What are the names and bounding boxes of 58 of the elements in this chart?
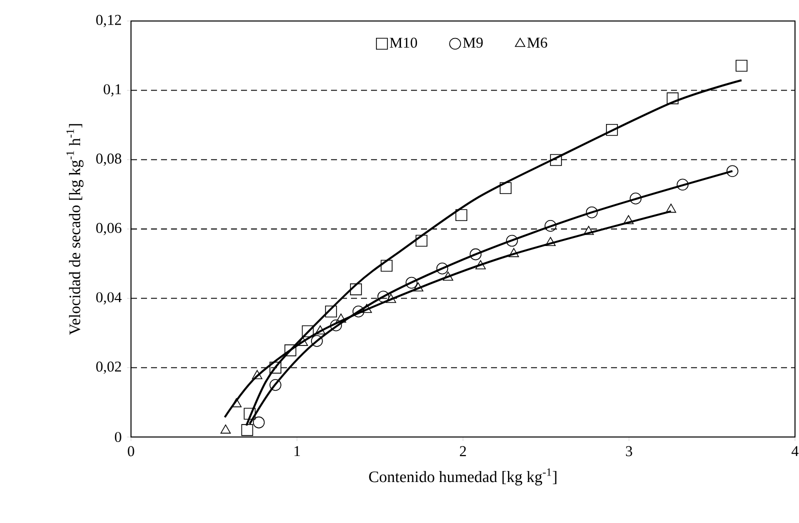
point — [315, 325, 326, 334]
y-tick-label: 0,08 — [96, 154, 122, 166]
point — [666, 204, 676, 213]
point — [325, 306, 337, 318]
y-tick-label: 0,1 — [104, 84, 121, 96]
x-axis-title: Contenido humedad [kg kg$^{-1}$] — [369, 468, 556, 486]
point — [623, 215, 634, 224]
point — [736, 60, 748, 72]
point — [241, 424, 254, 436]
x-tick-label: 1 — [294, 446, 300, 456]
point — [545, 236, 556, 246]
point — [475, 260, 486, 270]
point — [377, 290, 390, 302]
x-tick-label: 3 — [626, 446, 632, 456]
point — [284, 344, 296, 356]
point — [606, 124, 618, 136]
legend-label: M10 — [390, 38, 418, 48]
legend-label: M9 — [463, 38, 483, 48]
point — [630, 192, 642, 204]
point — [231, 398, 242, 408]
point — [544, 220, 556, 232]
point — [436, 262, 448, 274]
point — [350, 283, 362, 296]
point — [270, 379, 282, 391]
legend-label: M6 — [527, 38, 548, 48]
point — [500, 182, 512, 194]
y-tick-label: 0,02 — [96, 362, 121, 374]
point — [244, 408, 256, 420]
point — [416, 234, 428, 247]
point — [726, 165, 738, 177]
point — [252, 416, 265, 428]
point — [586, 206, 598, 218]
y-tick-label: 0,12 — [96, 14, 121, 28]
point — [442, 272, 454, 281]
point — [508, 248, 519, 258]
point — [252, 370, 262, 380]
point — [380, 260, 393, 272]
y-tick-label: 0,06 — [96, 222, 122, 236]
y-axis-title: Velocidad de secado [kg kg$^{-1}$ h$^{-1}$] — [66, 124, 84, 335]
point — [311, 335, 323, 347]
y-tick-label: 0 — [114, 432, 122, 442]
point — [676, 178, 689, 191]
point — [550, 154, 562, 166]
x-tick-label: 0 — [128, 446, 134, 456]
x-tick-label: 2 — [460, 446, 466, 456]
y-tick-label: 0,04 — [96, 292, 122, 304]
point — [455, 209, 468, 222]
point — [584, 226, 594, 235]
point — [666, 92, 679, 104]
point — [270, 362, 282, 374]
point — [386, 294, 396, 303]
point — [220, 424, 231, 434]
point — [470, 248, 482, 260]
point — [336, 314, 346, 323]
point — [352, 306, 364, 318]
x-tick-label: 4 — [792, 446, 799, 456]
point — [330, 319, 342, 332]
point — [506, 234, 518, 247]
